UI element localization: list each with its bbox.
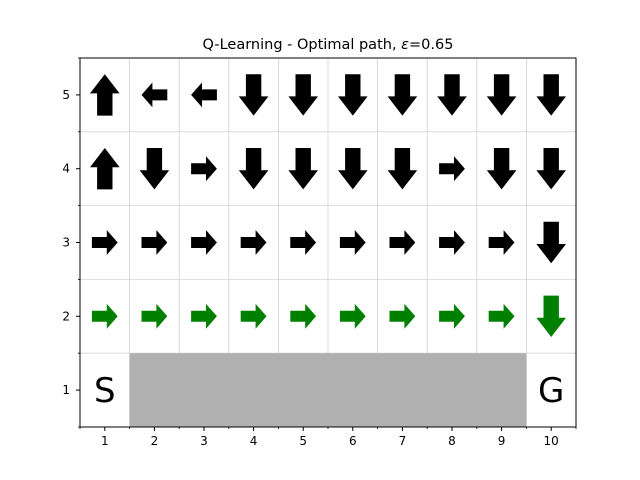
arrow-down-x8-y5 — [437, 74, 467, 116]
x-tick-label: 2 — [151, 434, 159, 448]
x-tick-label: 9 — [498, 434, 506, 448]
arrow-right-x7-y2 — [389, 303, 416, 329]
arrow-right-x5-y3 — [290, 230, 317, 255]
x-tick-label: 5 — [299, 434, 307, 448]
arrow-right-x3-y3 — [191, 230, 217, 255]
y-tick-label: 5 — [62, 88, 70, 102]
x-tick-label: 3 — [200, 434, 208, 448]
y-tick-label: 2 — [62, 309, 70, 323]
chart-title: Q-Learning - Optimal path, ε=0.65 — [203, 37, 454, 53]
arrow-right-x9-y2 — [488, 303, 515, 329]
arrow-right-x1-y2 — [91, 303, 118, 329]
arrow-up-x1-y5 — [90, 74, 120, 116]
arrow-down-x9-y4 — [486, 148, 517, 190]
arrow-down-x4-y5 — [238, 74, 269, 116]
x-tick-label: 10 — [544, 434, 559, 448]
arrow-right-x4-y3 — [240, 230, 267, 255]
y-tick-label: 1 — [62, 383, 70, 397]
x-tick-label: 8 — [448, 434, 456, 448]
arrow-down-x6-y5 — [338, 74, 368, 116]
cell-label-s: S — [94, 371, 116, 411]
arrow-right-x6-y2 — [339, 303, 366, 329]
arrow-down-x10-y3 — [536, 221, 566, 264]
plot-area: S G 1 2 3 4 5 6 7 8 9 10 1 2 3 4 5 — [62, 57, 577, 448]
x-tick-label: 7 — [399, 434, 407, 448]
arrow-right-x1-y3 — [91, 230, 118, 255]
arrow-down-x6-y4 — [338, 148, 368, 190]
y-tick-label: 3 — [62, 236, 70, 250]
arrow-right-x3-y2 — [191, 303, 217, 329]
arrow-down-x10-y2 — [536, 295, 566, 337]
arrow-left-x3-y5 — [191, 82, 217, 108]
arrow-right-x4-y2 — [240, 303, 267, 329]
arrow-right-x2-y3 — [141, 230, 168, 255]
chart-title-prefix: Q-Learning - Optimal path, — [203, 37, 402, 53]
arrow-down-x5-y4 — [288, 148, 318, 190]
arrow-right-x5-y2 — [290, 303, 317, 329]
cell-label-g: G — [538, 371, 564, 411]
arrow-right-x8-y3 — [439, 230, 465, 255]
y-tick-label: 4 — [62, 162, 70, 176]
arrow-right-x8-y2 — [439, 303, 465, 329]
x-tick-label: 6 — [349, 434, 357, 448]
arrow-down-x5-y5 — [288, 74, 318, 116]
arrow-down-x10-y4 — [536, 148, 566, 190]
arrow-right-x2-y2 — [141, 303, 168, 329]
x-tick-label: 4 — [250, 434, 258, 448]
arrow-down-x7-y4 — [387, 148, 418, 190]
arrow-left-x2-y5 — [141, 82, 168, 108]
arrow-right-x7-y3 — [389, 230, 416, 255]
arrow-right-x8-y4 — [439, 156, 465, 182]
arrow-down-x2-y4 — [139, 148, 170, 190]
arrow-up-x1-y4 — [90, 148, 120, 190]
arrow-down-x9-y5 — [486, 74, 517, 116]
chart-title-suffix: =0.65 — [409, 37, 453, 53]
cliff-region — [129, 353, 527, 427]
arrow-down-x10-y5 — [536, 74, 566, 116]
arrow-down-x7-y5 — [387, 74, 418, 116]
arrow-right-x6-y3 — [339, 230, 366, 255]
x-tick-label: 1 — [101, 434, 109, 448]
chart-title-var: ε — [401, 37, 409, 53]
arrow-right-x9-y3 — [488, 230, 515, 255]
arrow-down-x4-y4 — [238, 148, 269, 190]
arrow-right-x3-y4 — [191, 156, 217, 182]
